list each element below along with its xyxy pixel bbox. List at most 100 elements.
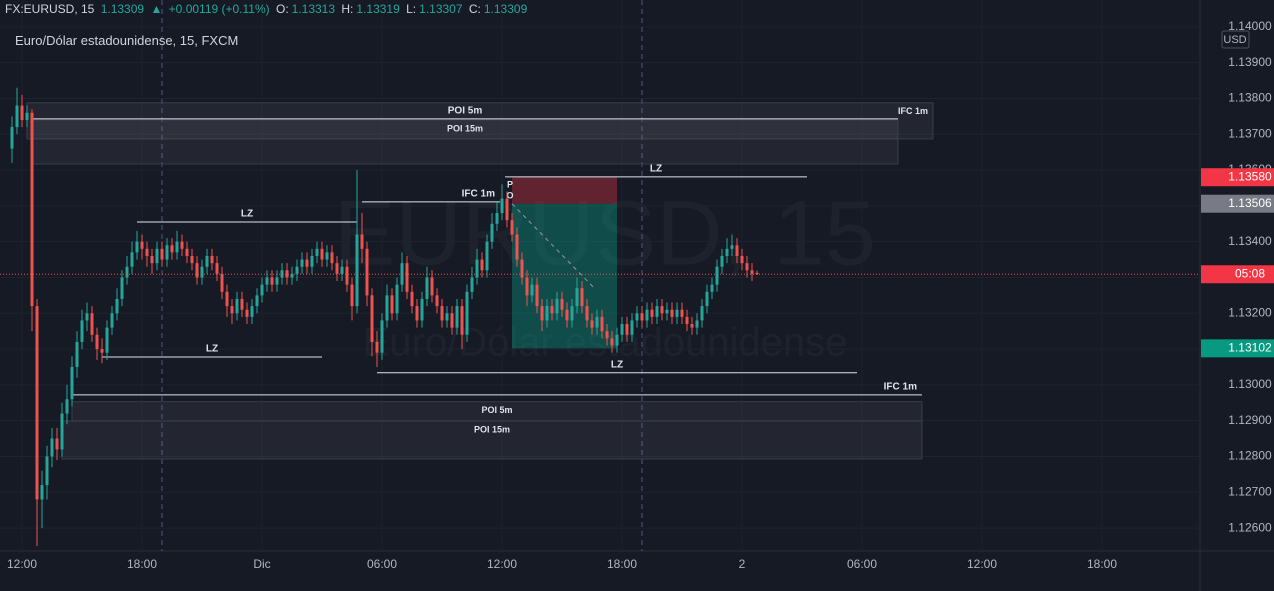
candle-body (560, 298, 564, 310)
y-tick-label: 1.12700 (1228, 484, 1272, 498)
y-tick-label: 1.14000 (1228, 19, 1272, 33)
entry-badge-label: 1.13506 (1228, 196, 1272, 210)
candle-body (660, 306, 664, 314)
candle-body (605, 331, 609, 339)
candle-body (300, 259, 304, 267)
candle-body (490, 223, 494, 242)
candle-body (590, 320, 594, 328)
candle-body (205, 255, 209, 267)
candle-body (750, 270, 754, 274)
candle-body (520, 259, 524, 278)
candle-body (45, 456, 49, 486)
candle-body (160, 248, 164, 260)
candle-body (685, 316, 689, 325)
candle-body (95, 334, 99, 350)
candle-body (575, 288, 579, 307)
candle-body (450, 313, 454, 328)
subtitle: Euro/Dólar estadounidense, 15, FXCM (15, 33, 239, 48)
candle-body (725, 248, 729, 256)
x-tick-label: 06:00 (847, 557, 877, 571)
candle-body (220, 273, 224, 292)
candle-body (50, 438, 54, 457)
change: +0.00119 (+0.11%) (168, 2, 270, 16)
candle-body (630, 320, 634, 335)
candle-body (620, 324, 624, 335)
candle-body (100, 349, 104, 353)
candle-body (465, 291, 469, 335)
currency-box[interactable] (1221, 30, 1250, 49)
candle-body (650, 309, 654, 317)
candle-body (755, 272, 759, 275)
level-label: POI 5m (448, 106, 483, 117)
candle-body (320, 248, 324, 260)
candle-body (720, 255, 724, 267)
candle-body (155, 248, 159, 264)
candle-body (565, 309, 569, 321)
candle-body (15, 105, 19, 128)
candle-body (325, 252, 329, 260)
candle-body (135, 241, 139, 253)
c-value: 1.13309 (483, 2, 528, 16)
l-label: L: (406, 2, 417, 16)
candle-body (275, 277, 279, 285)
y-tick-label: 1.12800 (1228, 449, 1272, 463)
candle-body (180, 241, 184, 249)
zone-label: POI 5m (481, 405, 512, 415)
candle-body (240, 298, 244, 310)
candle-body (20, 105, 24, 120)
candle-body (375, 341, 379, 353)
candle-body (105, 327, 109, 353)
candle-body (230, 306, 234, 314)
candle-body (640, 313, 644, 321)
candle-body (515, 234, 519, 260)
candle-body (30, 112, 34, 307)
candle-body (570, 306, 574, 321)
x-tick-label: 12:00 (967, 557, 997, 571)
candle-body (215, 263, 219, 274)
target-badge-label: 1.13102 (1228, 341, 1272, 355)
candle-body (70, 366, 74, 400)
candle-body (615, 334, 619, 346)
zone (31, 119, 899, 165)
candle-body (470, 277, 474, 292)
candle-body (175, 241, 179, 253)
candle-body (580, 288, 584, 307)
candle-body (200, 266, 204, 278)
candle-body (555, 298, 559, 314)
candle-body (170, 245, 174, 253)
candle-body (430, 277, 434, 296)
candle-body (310, 255, 314, 267)
y-tick-label: 1.12600 (1228, 520, 1272, 534)
candle-body (675, 309, 679, 317)
zone-label: POI 15m (474, 424, 510, 434)
zone (26, 102, 934, 140)
candle-body (710, 284, 714, 292)
x-tick-label: 12:00 (487, 557, 517, 571)
change-arrow: ▲ (150, 2, 163, 16)
stop-zone (512, 177, 617, 204)
x-tick-label: 18:00 (607, 557, 637, 571)
candle-body (365, 248, 369, 296)
candle-body (235, 298, 239, 314)
level-label: IFC 1m (462, 189, 495, 200)
candle-body (65, 399, 69, 414)
candle-body (715, 266, 719, 285)
candle-body (110, 313, 114, 328)
candle-body (665, 309, 669, 314)
candle-body (505, 198, 509, 221)
x-tick-label: 06:00 (367, 557, 397, 571)
x-tick-label: 18:00 (1087, 557, 1117, 571)
candle-body (540, 306, 544, 321)
candle-body (690, 324, 694, 328)
o-value: 1.13313 (291, 2, 336, 16)
candle-body (380, 320, 384, 353)
candle-body (500, 198, 504, 214)
y-tick-label: 1.12900 (1228, 413, 1272, 427)
entry-badge (1201, 194, 1274, 213)
candle-body (635, 313, 639, 321)
candle-body (255, 295, 259, 307)
candle-body (185, 248, 189, 256)
currency[interactable]: USD (1223, 34, 1246, 46)
